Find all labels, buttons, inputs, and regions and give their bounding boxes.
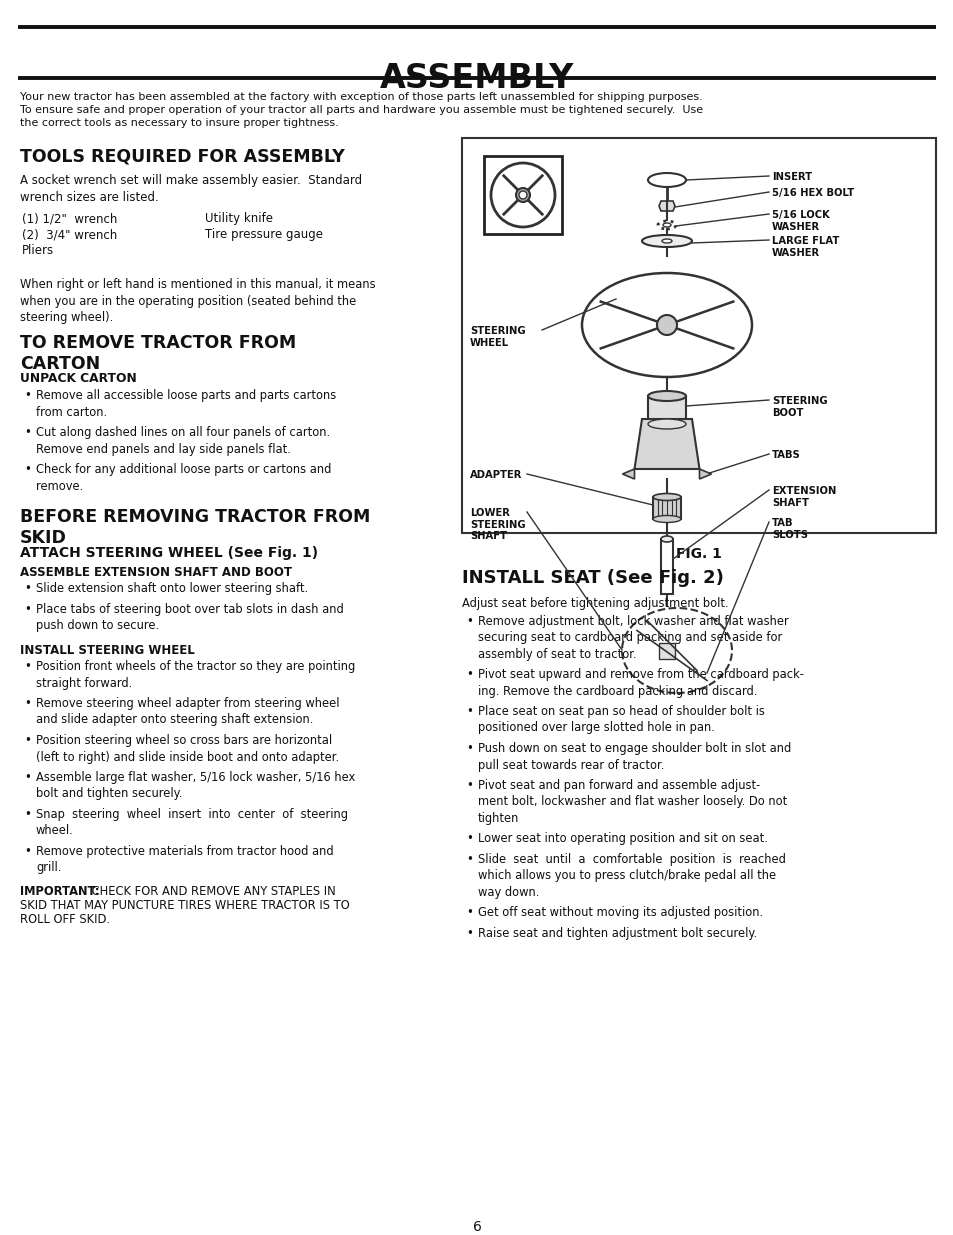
Polygon shape (699, 469, 711, 479)
Polygon shape (634, 419, 699, 469)
Text: Remove adjustment bolt, lock washer and flat washer
securing seat to cardboard p: Remove adjustment bolt, lock washer and … (477, 615, 788, 661)
Text: Remove all accessible loose parts and parts cartons
from carton.: Remove all accessible loose parts and pa… (36, 389, 335, 419)
Text: TAB
SLOTS: TAB SLOTS (771, 517, 807, 540)
Text: Remove steering wheel adapter from steering wheel
and slide adapter onto steerin: Remove steering wheel adapter from steer… (36, 697, 339, 726)
Bar (647, 396, 685, 424)
Text: 6: 6 (472, 1220, 481, 1234)
Text: •: • (24, 389, 30, 403)
Text: Place tabs of steering boot over tab slots in dash and
push down to secure.: Place tabs of steering boot over tab slo… (36, 603, 343, 632)
Text: TABS: TABS (771, 450, 800, 459)
Text: •: • (24, 734, 30, 747)
Text: LARGE FLAT
WASHER: LARGE FLAT WASHER (771, 236, 839, 258)
Text: •: • (465, 615, 473, 629)
Ellipse shape (652, 494, 680, 500)
Bar (652, 496, 680, 519)
Text: •: • (465, 779, 473, 792)
Text: Utility knife: Utility knife (205, 212, 273, 225)
Text: Push down on seat to engage shoulder bolt in slot and
pull seat towards rear of : Push down on seat to engage shoulder bol… (477, 742, 790, 772)
Bar (660, 538, 672, 594)
Text: Raise seat and tighten adjustment bolt securely.: Raise seat and tighten adjustment bolt s… (477, 927, 757, 940)
Text: 5/16 HEX BOLT: 5/16 HEX BOLT (771, 188, 853, 198)
Ellipse shape (660, 536, 672, 542)
Text: 5/16 LOCK
WASHER: 5/16 LOCK WASHER (771, 210, 829, 232)
Text: •: • (24, 771, 30, 784)
Text: Assemble large flat washer, 5/16 lock washer, 5/16 hex
bolt and tighten securely: Assemble large flat washer, 5/16 lock wa… (36, 771, 355, 800)
Text: ATTACH STEERING WHEEL (See Fig. 1): ATTACH STEERING WHEEL (See Fig. 1) (20, 546, 317, 559)
Text: Position steering wheel so cross bars are horizontal
(left to right) and slide i: Position steering wheel so cross bars ar… (36, 734, 338, 763)
Text: •: • (24, 603, 30, 616)
Text: STEERING
WHEEL: STEERING WHEEL (470, 326, 525, 347)
Text: INSTALL STEERING WHEEL: INSTALL STEERING WHEEL (20, 643, 194, 657)
Text: •: • (465, 742, 473, 755)
Text: Tire pressure gauge: Tire pressure gauge (205, 228, 323, 241)
Text: Slide extension shaft onto lower steering shaft.: Slide extension shaft onto lower steerin… (36, 582, 308, 595)
Text: (2)  3/4" wrench: (2) 3/4" wrench (22, 228, 117, 241)
Text: Pliers: Pliers (22, 245, 54, 257)
Text: INSERT: INSERT (771, 172, 811, 182)
Text: •: • (24, 426, 30, 438)
Text: •: • (465, 927, 473, 940)
Ellipse shape (647, 419, 685, 429)
Text: •: • (465, 668, 473, 680)
Text: •: • (465, 853, 473, 866)
Text: BEFORE REMOVING TRACTOR FROM
SKID: BEFORE REMOVING TRACTOR FROM SKID (20, 508, 370, 547)
Circle shape (516, 188, 530, 203)
Text: UNPACK CARTON: UNPACK CARTON (20, 372, 136, 385)
Text: ASSEMBLE EXTENSION SHAFT AND BOOT: ASSEMBLE EXTENSION SHAFT AND BOOT (20, 566, 292, 579)
Text: Cut along dashed lines on all four panels of carton.
Remove end panels and lay s: Cut along dashed lines on all four panel… (36, 426, 330, 456)
Text: Pivot seat upward and remove from the cardboard pack-
ing. Remove the cardboard : Pivot seat upward and remove from the ca… (477, 668, 803, 698)
Ellipse shape (641, 235, 691, 247)
Text: STEERING
BOOT: STEERING BOOT (771, 396, 827, 417)
Text: Adjust seat before tightening adjustment bolt.: Adjust seat before tightening adjustment… (461, 597, 728, 610)
Text: Pivot seat and pan forward and assemble adjust-
ment bolt, lockwasher and flat w: Pivot seat and pan forward and assemble … (477, 779, 786, 825)
Text: Place seat on seat pan so head of shoulder bolt is
positioned over large slotted: Place seat on seat pan so head of should… (477, 705, 764, 735)
Polygon shape (622, 469, 634, 479)
Ellipse shape (652, 515, 680, 522)
Text: •: • (465, 832, 473, 845)
Text: Check for any additional loose parts or cartons and
remove.: Check for any additional loose parts or … (36, 463, 331, 493)
Polygon shape (659, 201, 675, 211)
Circle shape (518, 191, 526, 199)
Bar (659, 642, 675, 658)
Text: When right or left hand is mentioned in this manual, it means
when you are in th: When right or left hand is mentioned in … (20, 278, 375, 324)
Text: •: • (24, 463, 30, 475)
Bar (483, 156, 561, 233)
Text: Slide  seat  until  a  comfortable  position  is  reached
which allows you to pr: Slide seat until a comfortable position … (477, 853, 785, 899)
Text: (1) 1/2"  wrench: (1) 1/2" wrench (22, 212, 117, 225)
Text: FIG. 1: FIG. 1 (676, 547, 721, 561)
Text: Your new tractor has been assembled at the factory with exception of those parts: Your new tractor has been assembled at t… (20, 91, 702, 128)
Text: IMPORTANT:: IMPORTANT: (20, 885, 99, 898)
Ellipse shape (661, 240, 671, 243)
Text: •: • (24, 582, 30, 595)
Text: SKID THAT MAY PUNCTURE TIRES WHERE TRACTOR IS TO: SKID THAT MAY PUNCTURE TIRES WHERE TRACT… (20, 899, 350, 911)
Circle shape (657, 315, 677, 335)
Text: Lower seat into operating position and sit on seat.: Lower seat into operating position and s… (477, 832, 767, 845)
Text: Position front wheels of the tractor so they are pointing
straight forward.: Position front wheels of the tractor so … (36, 659, 355, 689)
Text: ROLL OFF SKID.: ROLL OFF SKID. (20, 913, 110, 926)
Bar (461, 138, 935, 534)
Text: INSTALL SEAT (See Fig. 2): INSTALL SEAT (See Fig. 2) (461, 569, 723, 587)
Text: •: • (24, 808, 30, 821)
Text: A socket wrench set will make assembly easier.  Standard
wrench sizes are listed: A socket wrench set will make assembly e… (20, 174, 362, 204)
Text: Snap  steering  wheel  insert  into  center  of  steering
wheel.: Snap steering wheel insert into center o… (36, 808, 348, 837)
Text: Remove protective materials from tractor hood and
grill.: Remove protective materials from tractor… (36, 845, 334, 874)
Text: TOOLS REQUIRED FOR ASSEMBLY: TOOLS REQUIRED FOR ASSEMBLY (20, 148, 344, 165)
Text: LOWER
STEERING
SHAFT: LOWER STEERING SHAFT (470, 508, 525, 541)
Text: EXTENSION
SHAFT: EXTENSION SHAFT (771, 487, 836, 508)
Text: •: • (24, 659, 30, 673)
Text: •: • (24, 697, 30, 710)
Text: Get off seat without moving its adjusted position.: Get off seat without moving its adjusted… (477, 906, 762, 919)
Text: CHECK FOR AND REMOVE ANY STAPLES IN: CHECK FOR AND REMOVE ANY STAPLES IN (88, 885, 335, 898)
Ellipse shape (647, 391, 685, 401)
Text: •: • (465, 705, 473, 718)
Text: ASSEMBLY: ASSEMBLY (379, 62, 574, 95)
Text: ADAPTER: ADAPTER (470, 471, 522, 480)
Text: •: • (465, 906, 473, 919)
Text: •: • (24, 845, 30, 858)
Text: TO REMOVE TRACTOR FROM
CARTON: TO REMOVE TRACTOR FROM CARTON (20, 333, 296, 373)
